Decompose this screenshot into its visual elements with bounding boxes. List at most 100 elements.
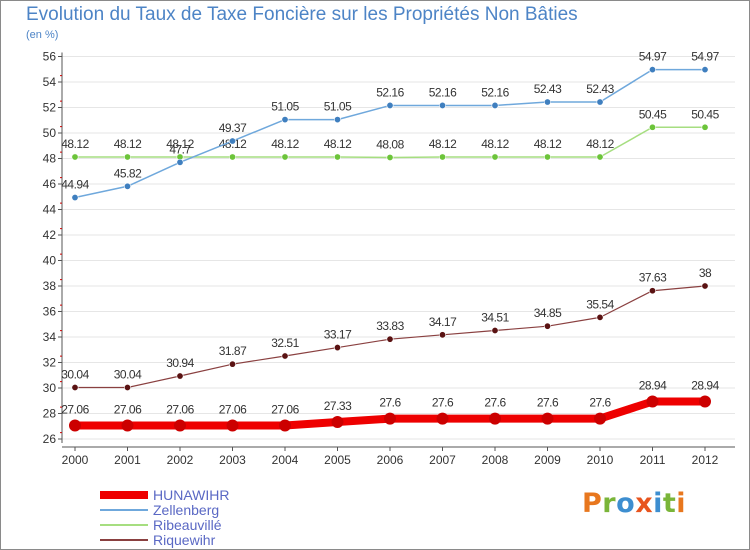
proxiti-logo: Proxiti [582,488,686,519]
x-tick-label: 2007 [429,453,456,467]
data-label: 52.43 [534,82,562,96]
data-label: 34.17 [429,315,457,329]
data-point [594,412,606,425]
data-point [71,153,79,161]
data-label: 27.06 [219,402,247,416]
legend-label: Zellenberg [153,502,220,518]
data-label: 27.33 [324,399,352,413]
data-point [384,412,396,425]
data-label: 52.43 [586,82,614,96]
data-point [491,326,499,334]
y-tick-label: 32 [43,356,57,370]
data-label: 47.7 [169,142,191,156]
x-tick-label: 2008 [482,453,509,467]
data-label: 48.12 [271,137,299,151]
data-label: 52.16 [481,85,509,99]
data-point [596,98,604,106]
y-tick-label: 52 [43,101,57,115]
data-point [226,419,239,432]
logo-letter: o [616,488,636,519]
data-point [543,98,551,106]
y-tick-label: 54 [43,75,57,89]
data-label: 37.63 [639,271,667,285]
data-label: 27.06 [166,402,194,416]
data-point [331,416,344,429]
data-point [701,66,709,74]
data-label: 51.05 [324,100,352,114]
data-label: 34.85 [534,306,562,320]
data-label: 54.97 [691,50,719,64]
data-point [176,372,184,380]
x-tick-label: 2004 [272,453,299,467]
logo-letter: r [602,488,617,519]
data-point [596,153,604,161]
data-point [71,383,79,391]
data-point [69,419,81,432]
data-point [333,344,341,352]
y-tick-label: 28 [43,407,57,421]
x-tick-label: 2011 [640,453,666,467]
data-label: 38 [699,266,712,280]
data-label: 52.16 [376,85,404,99]
data-point [648,287,656,295]
legend-swatch [100,509,148,511]
y-tick-label: 26 [43,432,57,446]
data-point [333,153,341,161]
data-point [71,194,79,202]
data-point [701,282,709,290]
data-point [279,419,291,432]
data-label: 28.94 [639,379,667,393]
data-point [491,101,499,109]
data-point [386,335,394,343]
data-label: 44.94 [61,178,89,192]
data-label: 50.45 [691,107,719,121]
legend-swatch [100,539,148,541]
legend-label: Riquewihr [153,532,216,548]
data-label: 48.12 [166,137,194,151]
data-label: 52.16 [429,85,457,99]
data-point [333,116,341,124]
data-label: 30.94 [166,356,194,370]
data-point [699,395,711,408]
data-label: 49.37 [219,121,247,135]
data-label: 32.51 [271,336,299,350]
x-tick-label: 2012 [692,453,719,467]
data-point [648,123,656,131]
data-label: 48.12 [61,137,89,151]
data-label: 48.12 [481,137,509,151]
y-tick-label: 46 [43,177,57,191]
chart-title: Evolution du Taux de Taxe Foncière sur l… [26,4,578,25]
y-tick-label: 44 [43,203,57,217]
data-label: 48.12 [586,137,614,151]
data-point [438,153,446,161]
data-point [124,182,132,190]
data-point [229,153,237,161]
data-label: 34.51 [481,310,509,324]
x-tick-label: 2009 [534,453,561,467]
data-label: 27.06 [114,402,142,416]
data-point [489,412,501,425]
data-label: 45.82 [114,166,142,180]
chart-unit-label: (en %) [26,29,59,41]
data-point [281,116,289,124]
data-label: 33.83 [376,319,404,333]
data-point [176,158,184,166]
data-label: 27.06 [61,402,89,416]
x-tick-label: 2006 [377,453,404,467]
data-label: 27.06 [271,402,299,416]
data-point [121,419,134,432]
y-tick-label: 36 [43,305,57,319]
data-label: 48.12 [429,137,457,151]
x-tick-label: 2000 [62,453,89,467]
data-point [281,153,289,161]
legend-label: HUNAWIHR [153,487,230,503]
legend-swatch [100,524,148,526]
data-label: 51.05 [271,100,299,114]
data-point [438,101,446,109]
data-label: 48.12 [324,137,352,151]
data-label: 50.45 [639,107,667,121]
y-tick-label: 34 [43,330,57,344]
data-point [596,313,604,321]
